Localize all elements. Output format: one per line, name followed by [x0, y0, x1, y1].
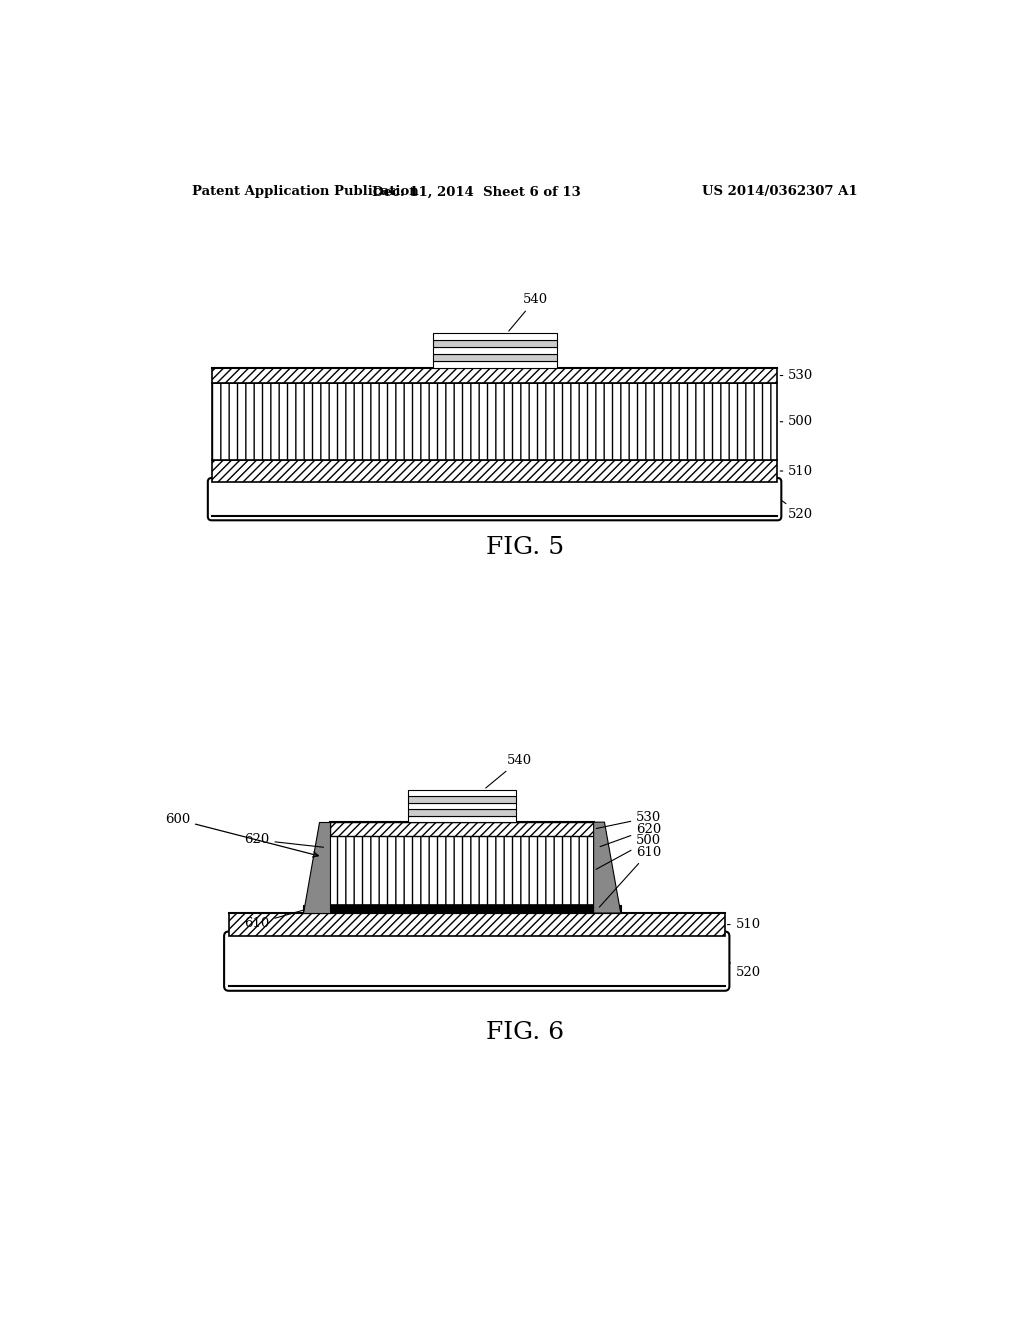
Bar [303, 906, 621, 913]
Bar [212, 461, 777, 482]
Text: 540: 540 [485, 754, 531, 788]
Bar [408, 809, 516, 816]
Text: 600: 600 [165, 813, 318, 857]
Text: 530: 530 [596, 810, 662, 829]
FancyBboxPatch shape [208, 478, 781, 520]
Bar [228, 913, 725, 936]
Text: Patent Application Publication: Patent Application Publication [191, 185, 418, 198]
Bar [432, 333, 557, 341]
Text: 620: 620 [600, 822, 662, 846]
Text: 510: 510 [780, 465, 813, 478]
Text: Dec. 11, 2014  Sheet 6 of 13: Dec. 11, 2014 Sheet 6 of 13 [373, 185, 582, 198]
Text: 510: 510 [727, 917, 761, 931]
Text: FIG. 5: FIG. 5 [485, 536, 564, 558]
Text: US 2014/0362307 A1: US 2014/0362307 A1 [702, 185, 858, 198]
Text: 520: 520 [729, 962, 761, 979]
Bar [212, 383, 777, 461]
Bar [408, 816, 516, 822]
Bar [432, 341, 557, 347]
Text: 520: 520 [782, 500, 813, 521]
Bar [330, 822, 594, 836]
Bar [212, 368, 777, 383]
Text: 530: 530 [780, 370, 813, 381]
FancyBboxPatch shape [224, 932, 729, 991]
Text: 620: 620 [245, 833, 324, 847]
Polygon shape [594, 822, 621, 913]
Bar [432, 360, 557, 368]
Bar [408, 796, 516, 803]
Bar [408, 803, 516, 809]
Bar [330, 836, 594, 906]
Text: 500: 500 [596, 834, 662, 870]
Text: FIG. 6: FIG. 6 [485, 1020, 564, 1044]
Bar [408, 789, 516, 796]
Text: 540: 540 [509, 293, 548, 331]
Text: 610: 610 [599, 846, 662, 907]
Polygon shape [303, 822, 330, 913]
Text: 500: 500 [780, 416, 813, 428]
Bar [432, 354, 557, 360]
Text: 610: 610 [245, 909, 304, 929]
Bar [432, 347, 557, 354]
